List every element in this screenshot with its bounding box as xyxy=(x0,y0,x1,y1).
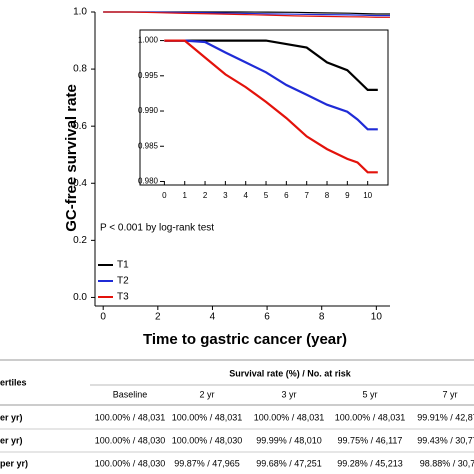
x-tick-label: 5 xyxy=(264,191,269,200)
y-tick-label: 0.980 xyxy=(138,177,159,186)
table-cell: 99.43% / 30,770 xyxy=(417,435,474,445)
x-tick-label: 6 xyxy=(284,191,289,200)
annotation: P < 0.001 by log-rank test xyxy=(100,223,214,234)
x-tick-label: 3 xyxy=(223,191,228,200)
x-tick-label: 10 xyxy=(363,191,372,200)
y-tick-label: 0.4 xyxy=(73,178,87,189)
x-tick-label: 6 xyxy=(264,312,270,323)
table-cell: 99.99% / 48,010 xyxy=(256,435,322,445)
x-tick-label: 8 xyxy=(319,312,325,323)
x-tick-label: 9 xyxy=(345,191,350,200)
table-cell: 99.68% / 47,251 xyxy=(256,458,322,468)
y-tick-label: 0.2 xyxy=(73,235,87,246)
y-tick-label: 1.000 xyxy=(138,36,159,45)
row-label: er yr) xyxy=(0,435,23,445)
x-tick-label: 4 xyxy=(210,312,216,323)
y-tick-label: 0.985 xyxy=(138,141,159,150)
inset-frame xyxy=(139,29,389,186)
y-tick-label: 0.6 xyxy=(73,121,87,132)
column-header: 3 yr xyxy=(281,389,296,399)
x-tick-label: 0 xyxy=(100,312,106,323)
table-cell: 99.87% / 47,965 xyxy=(174,458,240,468)
column-header: 7 yr xyxy=(442,389,457,399)
table-cell: 100.00% / 48,031 xyxy=(254,412,325,422)
table-cell: 100.00% / 48,031 xyxy=(172,412,243,422)
table-cell: 100.00% / 48,031 xyxy=(95,412,166,422)
legend-label: T1 xyxy=(117,260,129,271)
x-tick-label: 4 xyxy=(243,191,248,200)
table-cell: 100.00% / 48,031 xyxy=(335,412,406,422)
y-tick-label: 0.995 xyxy=(138,71,159,80)
x-axis-title: Time to gastric cancer (year) xyxy=(143,331,347,348)
legend-label: T3 xyxy=(117,292,129,303)
column-header: 2 yr xyxy=(199,389,214,399)
x-tick-label: 0 xyxy=(162,191,167,200)
x-tick-label: 8 xyxy=(325,191,330,200)
x-tick-label: 10 xyxy=(371,312,383,323)
y-tick-label: 0.990 xyxy=(138,106,159,115)
y-axis-title: GC-free survival rate xyxy=(63,84,80,232)
y-tick-label: 0.0 xyxy=(73,292,87,303)
table-cell: 100.00% / 48,030 xyxy=(95,435,166,445)
x-tick-label: 2 xyxy=(203,191,208,200)
table-cell: 98.88% / 30,77 xyxy=(420,458,474,468)
table-cell: 100.00% / 48,030 xyxy=(172,435,243,445)
table-cell: 99.91% / 42,877 xyxy=(417,412,474,422)
x-tick-label: 2 xyxy=(155,312,161,323)
y-tick-label: 0.8 xyxy=(73,64,87,75)
table-cell: 99.28% / 45,213 xyxy=(337,458,403,468)
row-label: er yr) xyxy=(0,412,23,422)
column-header: 5 yr xyxy=(362,389,377,399)
survival-curve xyxy=(103,11,390,18)
table-cell: 99.75% / 46,117 xyxy=(338,435,403,445)
table-spanner: Survival rate (%) / No. at risk xyxy=(229,368,352,378)
table-header: ertiles xyxy=(0,377,27,387)
table-cell: 100.00% / 48,030 xyxy=(95,458,166,468)
survival-curve xyxy=(164,39,378,174)
legend-label: T2 xyxy=(117,276,129,287)
survival-curve xyxy=(164,39,378,131)
x-tick-label: 1 xyxy=(182,191,187,200)
y-tick-label: 1.0 xyxy=(73,7,87,18)
row-label: per yr) xyxy=(0,458,28,468)
column-header: Baseline xyxy=(113,389,148,399)
x-tick-label: 7 xyxy=(304,191,309,200)
survival-curve xyxy=(164,39,378,91)
